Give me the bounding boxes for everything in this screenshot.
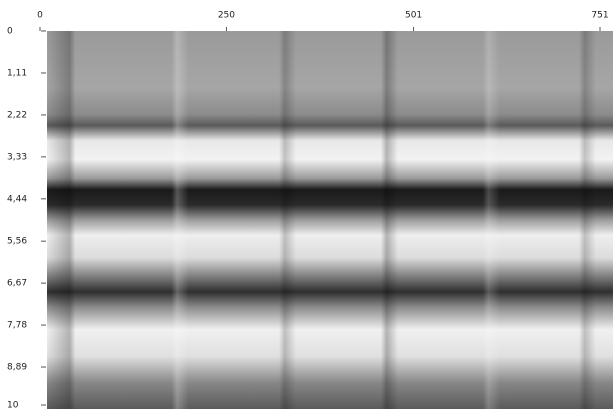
y-tick-label: 6,67 — [7, 279, 27, 289]
y-tick-label: 1,11 — [7, 68, 27, 78]
x-tick-label: 0 — [37, 11, 43, 21]
y-tick-label: 8,89 — [7, 363, 27, 373]
x-tick-label: 250 — [218, 11, 235, 21]
y-tick-label: 2,22 — [7, 110, 27, 120]
y-tick-label: 10 — [7, 401, 19, 409]
x-tick-label: 501 — [405, 11, 422, 21]
x-tick-label: 751 — [591, 11, 608, 21]
y-tick-label: 7,78 — [7, 321, 27, 331]
y-tick-label: 4,44 — [7, 194, 27, 204]
y-tick-label: 0 — [7, 27, 13, 37]
y-tick-label: 3,33 — [7, 152, 27, 162]
radargram-overlay — [47, 31, 613, 409]
y-tick-label: 5,56 — [7, 237, 27, 247]
